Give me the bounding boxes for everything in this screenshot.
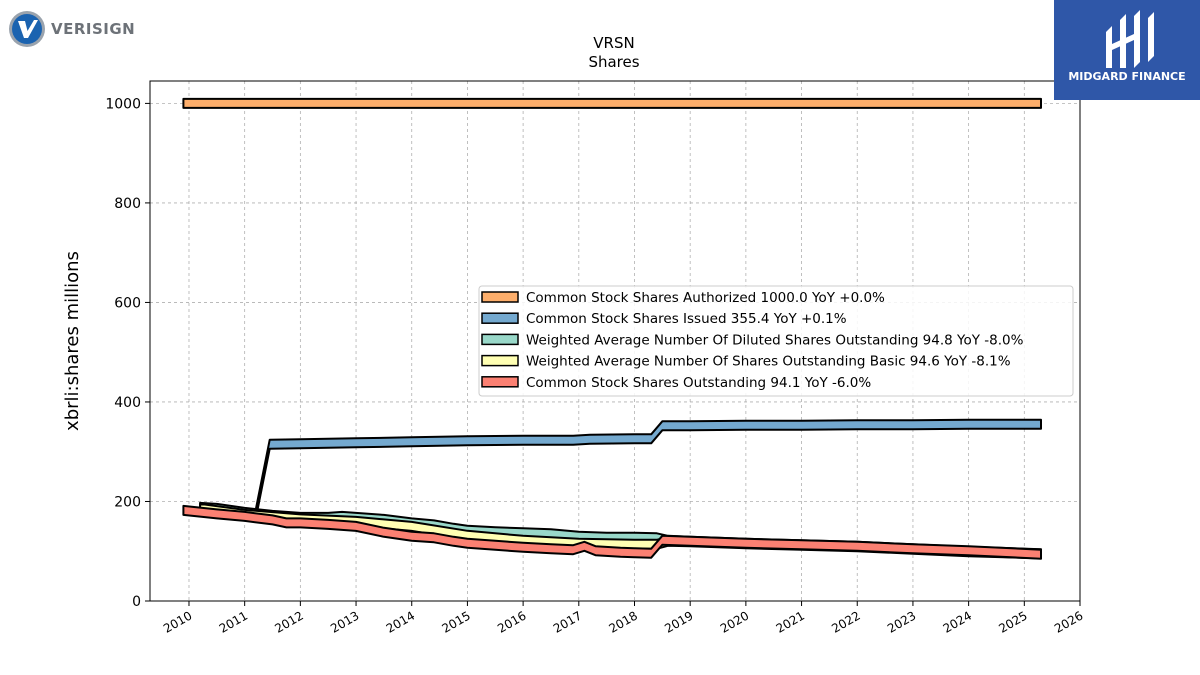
- legend-entry: Common Stock Shares Issued 355.4 YoY +0.…: [526, 311, 847, 327]
- x-tick-label: 2021: [774, 608, 807, 635]
- x-tick-label: 2010: [161, 608, 194, 635]
- y-tick-label: 200: [114, 494, 141, 510]
- legend-swatch: [481, 376, 519, 388]
- legend-entry: Common Stock Shares Authorized 1000.0 Yo…: [526, 290, 885, 306]
- x-tick-label: 2015: [439, 608, 472, 635]
- legend-swatch: [481, 354, 519, 367]
- verisign-logo-text: VERISIGN: [51, 20, 136, 38]
- verisign-checkmark-icon: [9, 11, 45, 47]
- x-tick-label: 2018: [607, 608, 640, 635]
- x-tick-label: 2020: [718, 608, 751, 635]
- plot-frame: [149, 80, 1081, 602]
- x-tick-label: 2023: [885, 608, 918, 635]
- series-band: [182, 504, 1042, 560]
- y-tick-label: 0: [132, 594, 141, 610]
- legend-swatch: [481, 312, 519, 324]
- x-tick-label: 2024: [941, 608, 974, 635]
- chart-title: VRSN: [593, 34, 634, 52]
- legend-swatch: [481, 291, 519, 303]
- x-tick-label: 2025: [996, 608, 1029, 635]
- y-tick-label: 800: [114, 196, 141, 212]
- legend-swatch: [481, 333, 519, 346]
- series-layer: [182, 97, 1042, 560]
- axis-ticks: 0 200 400 600 800 1000 2010 2011 2012 2013 2014 201…: [105, 96, 1085, 635]
- x-tick-label: 2019: [662, 608, 695, 635]
- y-tick-label: 1000: [105, 96, 141, 112]
- legend-entry: Weighted Average Number Of Shares Outsta…: [526, 354, 1011, 370]
- legend-entry: Common Stock Shares Outstanding 94.1 YoY…: [526, 375, 871, 391]
- x-tick-label: 2011: [217, 608, 250, 635]
- chart-subtitle: Shares: [588, 53, 639, 71]
- midgard-logo-text: MIDGARD FINANCE: [1068, 70, 1186, 83]
- y-axis-label: xbrli:shares millions: [62, 251, 83, 431]
- series-band: [254, 418, 1042, 520]
- midgard-emblem-icon: [1106, 10, 1154, 68]
- y-tick-label: 400: [114, 395, 141, 411]
- x-tick-label: 2014: [384, 608, 417, 635]
- legend-entry: Weighted Average Number Of Diluted Share…: [526, 332, 1024, 348]
- x-tick-label: 2017: [551, 608, 584, 635]
- x-tick-label: 2016: [495, 608, 528, 635]
- x-tick-label: 2026: [1052, 608, 1085, 635]
- x-tick-label: 2013: [328, 608, 361, 635]
- series-band: [182, 97, 1042, 109]
- legend-box: [478, 285, 1074, 397]
- legend: Common Stock Shares Authorized 1000.0 Yo…: [478, 285, 1074, 397]
- midgard-finance-logo: MIDGARD FINANCE: [1054, 0, 1200, 100]
- x-tick-label: 2022: [829, 608, 862, 635]
- x-tick-label: 2012: [272, 608, 305, 635]
- verisign-logo: VERISIGN: [8, 10, 135, 48]
- y-tick-label: 600: [114, 295, 141, 311]
